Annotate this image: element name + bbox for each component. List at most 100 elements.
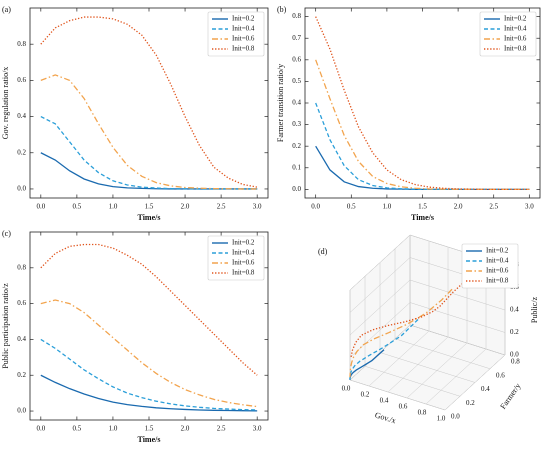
x-tick-label: 2.0 — [454, 203, 463, 211]
legend-label: Init=0.6 — [486, 267, 509, 275]
grid-line — [349, 302, 411, 358]
legend-label: Init=0.2 — [232, 239, 255, 247]
series-line — [315, 145, 530, 191]
z-tick-label: 0.0 — [510, 351, 519, 359]
legend-label: Init=0.2 — [232, 15, 255, 23]
series-line — [40, 338, 258, 411]
y-tick-label: 0.4 — [17, 335, 26, 343]
series-line — [40, 299, 258, 408]
legend-box — [461, 243, 519, 289]
series-line — [315, 102, 530, 191]
x-axis-label: Time/s — [138, 213, 161, 222]
x-tick-label: 0.0 — [36, 425, 45, 433]
y-tick-label: 0.8 — [511, 358, 520, 366]
grid-line — [349, 234, 411, 291]
series-line — [315, 59, 530, 191]
z-axis-label: Public/z — [530, 296, 539, 323]
x-tick-label: 1.5 — [418, 203, 427, 211]
x-tick-label: 1.0 — [437, 415, 446, 423]
x-tick-label: 0.2 — [361, 391, 370, 399]
x-axis-label: Gov./x — [374, 410, 397, 425]
legend-label: Init=0.8 — [486, 277, 509, 285]
y-axis-label: Farmer/y — [498, 382, 522, 411]
y-tick-label: 0.0 — [17, 407, 26, 415]
y-tick-label: 0.6 — [17, 76, 26, 84]
legend-label: Init=0.4 — [232, 249, 255, 257]
x-tick-label: 1.0 — [383, 203, 392, 211]
series-line — [40, 243, 258, 376]
panel-label: (c) — [2, 229, 11, 238]
grid-line — [379, 352, 476, 383]
y-tick-label: 0.2 — [292, 142, 301, 150]
x-tick-label: 0.4 — [380, 397, 389, 405]
x-tick-label: 1.0 — [109, 425, 118, 433]
panel-label: (a) — [2, 5, 11, 14]
x-tick-label: 0.6 — [399, 403, 408, 411]
legend-label: Init=0.6 — [232, 35, 255, 43]
x-axis-label: Time/s — [411, 213, 434, 222]
x-tick-label: 1.5 — [145, 203, 154, 211]
x-tick-label: 2.0 — [181, 203, 190, 211]
legend-label: Init=0.4 — [486, 257, 509, 265]
grid-line — [409, 324, 506, 356]
x-tick-label: 0.5 — [73, 425, 82, 433]
panel-label: (b) — [277, 5, 287, 14]
grid-line — [394, 338, 491, 369]
x-tick-label: 0.8 — [418, 409, 427, 417]
y-tick-label: 0.3 — [292, 120, 301, 128]
y-tick-label: 0.5 — [292, 77, 301, 85]
y-tick-label: 0.0 — [17, 185, 26, 193]
x-tick-label: 1.5 — [145, 425, 154, 433]
y-axis-label: Gov. regulation ratio/x — [1, 67, 10, 140]
x-tick-label: 3.0 — [253, 203, 262, 211]
y-tick-label: 0.2 — [466, 399, 475, 407]
series-line — [40, 16, 258, 188]
x-tick-label: 1.0 — [109, 203, 118, 211]
y-tick-label: 0.8 — [17, 40, 26, 48]
legend-label: Init=0.4 — [504, 25, 527, 33]
legend-label: Init=0.2 — [504, 15, 527, 23]
x-tick-label: 3.0 — [253, 425, 262, 433]
x-tick-label: 2.5 — [217, 425, 226, 433]
y-tick-label: 0.0 — [292, 185, 301, 193]
y-axis-label: Farmer transition ratio/y — [276, 64, 285, 142]
legend-label: Init=0.4 — [232, 25, 255, 33]
y-tick-label: 0.6 — [496, 371, 505, 379]
y-tick-label: 0.4 — [17, 112, 26, 120]
y-tick-label: 0.4 — [292, 99, 301, 107]
legend-label: Init=0.2 — [486, 247, 509, 255]
grid-line — [349, 279, 411, 336]
trajectory — [350, 258, 487, 358]
x-tick-label: 0.0 — [311, 203, 320, 211]
grid-line — [349, 257, 411, 313]
y-tick-label: 0.6 — [292, 55, 301, 63]
legend-label: Init=0.6 — [232, 259, 255, 267]
y-axis-label: Public participation ratio/z — [1, 283, 10, 369]
legend-label: Init=0.8 — [504, 45, 527, 53]
legend-label: Init=0.8 — [232, 45, 255, 53]
legend-label: Init=0.8 — [232, 269, 255, 277]
grid-line — [409, 302, 506, 333]
legend-box — [479, 11, 537, 57]
legend-box — [207, 235, 265, 281]
y-tick-label: 0.0 — [451, 413, 460, 421]
y-tick-label: 0.4 — [481, 385, 490, 393]
grid-line — [349, 379, 446, 411]
series-line — [40, 115, 258, 190]
x-tick-label: 3.0 — [525, 203, 534, 211]
trajectory — [349, 288, 453, 378]
legend-box — [207, 11, 265, 57]
grid-line — [364, 366, 461, 397]
series-line — [40, 74, 258, 190]
series-line — [40, 152, 258, 190]
y-tick-label: 0.6 — [17, 299, 26, 307]
x-tick-label: 0.5 — [347, 203, 356, 211]
z-tick-label: 0.2 — [510, 328, 519, 336]
x-tick-label: 2.5 — [489, 203, 498, 211]
x-axis-label: Time/s — [138, 435, 161, 444]
x-tick-label: 0.0 — [342, 385, 351, 393]
y-tick-label: 0.1 — [292, 163, 301, 171]
y-tick-label: 0.8 — [292, 12, 301, 20]
panel-label: (d) — [318, 247, 328, 256]
